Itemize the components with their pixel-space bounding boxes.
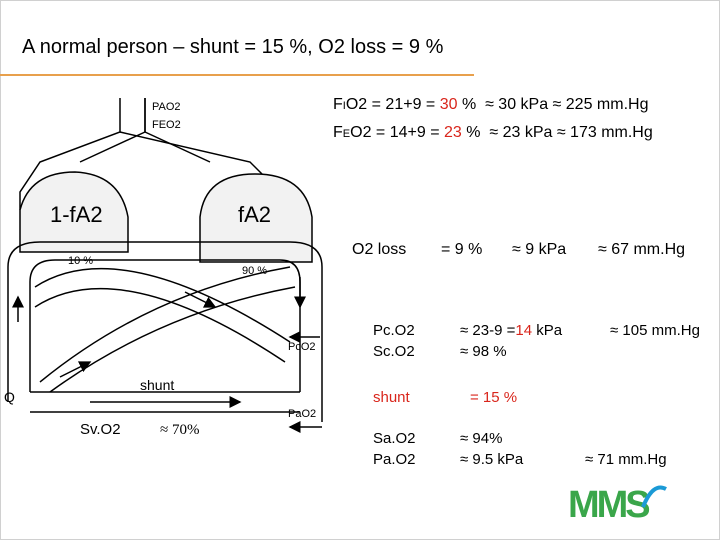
pao2-label: Pa.O2 <box>373 451 416 468</box>
o2loss-label: O2 loss <box>352 241 407 258</box>
capillary-band-a <box>34 267 291 343</box>
sao2-value: ≈ 94% <box>460 430 503 447</box>
lung-left-lobe <box>19 171 129 253</box>
airway-inner-right <box>144 131 211 163</box>
slide-title: A normal person – shunt = 15 %, O2 loss … <box>22 36 444 58</box>
svo2-value: ≈ 70% <box>160 422 199 434</box>
o2loss-mmhg: ≈ 67 mm.Hg <box>598 241 686 258</box>
capillary-band-b <box>34 287 286 363</box>
feo2-top-label: FEO2 <box>152 119 181 131</box>
feo2-line: FEO2 = 14+9 = 23 % ≈ 23 kPa ≈ 173 mm.Hg <box>333 124 653 141</box>
o2loss-pct: = 9 % <box>441 241 483 258</box>
capillary-band-d <box>49 286 296 393</box>
sco2-label: Sc.O2 <box>373 343 415 360</box>
capillary-band-c <box>39 266 291 383</box>
lung-right-label: fA2 <box>238 202 271 227</box>
pao2-mmhg: ≈ 71 mm.Hg <box>585 451 667 468</box>
title-underline <box>0 74 474 76</box>
shunt-value: = 15 % <box>470 389 518 406</box>
circuit-outer <box>7 241 323 422</box>
shunt-diagram-label: shunt <box>140 377 174 393</box>
pco2-label: Pc.O2 <box>373 322 415 339</box>
mms-logo: MMS <box>568 484 667 527</box>
pcco2-label: PcO2 <box>288 341 316 353</box>
fio2-line: FIO2 = 21+9 = 30 % ≈ 30 kPa ≈ 225 mm.Hg <box>333 96 649 113</box>
airway-inner-left <box>79 131 146 163</box>
circuit-inner <box>29 259 301 392</box>
lung-right-lobe <box>199 173 313 263</box>
pao2-value: ≈ 9.5 kPa <box>460 451 524 468</box>
pao2-right-label: PaO2 <box>288 408 316 420</box>
pct-left-label: 10 % <box>68 255 93 267</box>
pco2-mmhg: ≈ 105 mm.Hg <box>610 322 700 339</box>
logo-swirl-icon <box>641 485 667 508</box>
o2loss-kpa: ≈ 9 kPa <box>512 241 567 258</box>
shunt-label: shunt <box>373 389 410 406</box>
sao2-label: Sa.O2 <box>373 430 416 447</box>
flow-arrow-capillary <box>184 291 217 308</box>
lung-left-label: 1-fA2 <box>50 202 103 227</box>
pct-right-label: 90 % <box>242 265 267 277</box>
shunt-channel <box>30 391 300 413</box>
pao2-top-label: PAO2 <box>152 101 181 113</box>
sco2-value: ≈ 98 % <box>460 343 507 360</box>
pco2-value: ≈ 23-9 =14 kPa <box>460 322 563 339</box>
shunt-diagram: PAO2 FEO2 1-fA2 fA2 10 % 90 % PcO2 PaO2 … <box>4 98 323 434</box>
svo2-label: Sv.O2 <box>80 421 121 434</box>
flow-arrow-diagonal <box>59 361 92 378</box>
q-label: Q <box>4 389 15 405</box>
